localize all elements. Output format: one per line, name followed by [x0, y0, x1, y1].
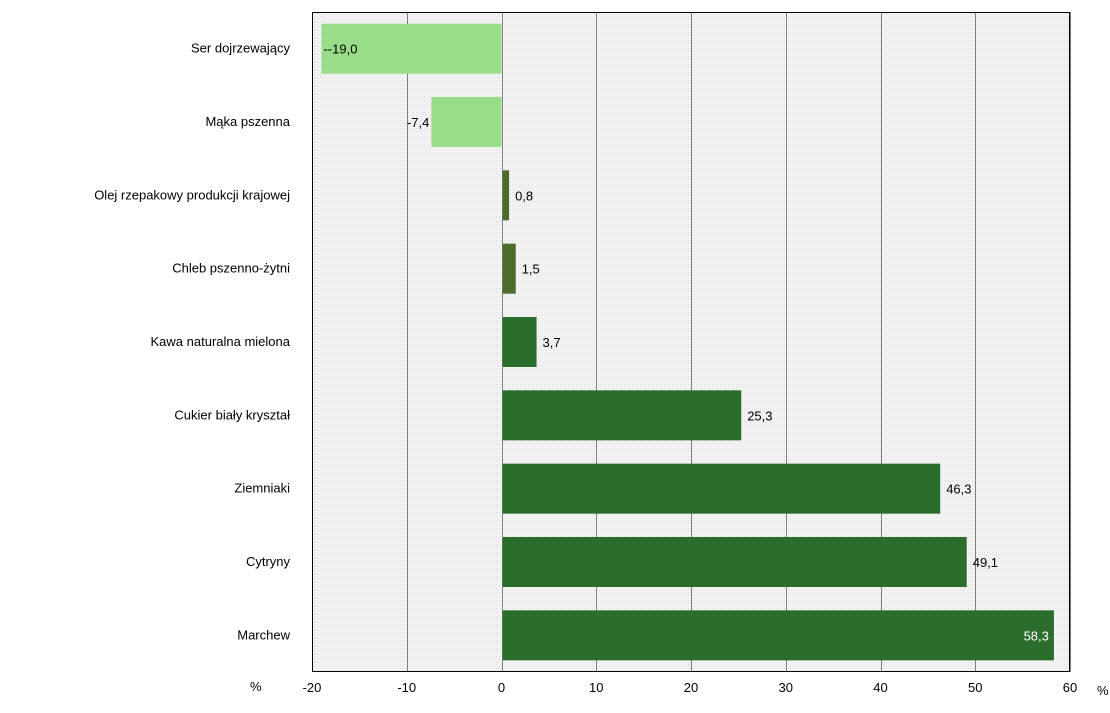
x-tick-label: 50: [968, 680, 982, 695]
category-label: Ser dojrzewający: [191, 41, 290, 56]
data-label: --19,0: [323, 42, 357, 57]
bars: [321, 23, 1054, 661]
bar: [502, 390, 742, 441]
plot-frame: [312, 12, 1070, 672]
x-tick-label: 20: [684, 680, 698, 695]
unit-label-left: %: [250, 679, 262, 694]
category-label: Chleb pszenno-żytni: [172, 261, 290, 276]
x-tick-label: -10: [397, 680, 416, 695]
data-label: 58,3: [1024, 628, 1049, 643]
x-tick-label: -20: [303, 680, 322, 695]
data-label: 0,8: [515, 188, 533, 203]
bar: [502, 170, 510, 221]
category-label: Olej rzepakowy produkcji krajowej: [94, 187, 290, 202]
x-tick-labels: -20 -10 0 10 20 30 40 50 60: [303, 680, 1078, 695]
data-label: -7,4: [407, 115, 429, 130]
bar: [502, 243, 516, 294]
x-tick-label: 0: [498, 680, 505, 695]
x-tick-label: 10: [589, 680, 603, 695]
category-label: Marchew: [237, 627, 290, 642]
category-labels: Ser dojrzewający Mąka pszenna Olej rzepako…: [94, 41, 291, 643]
category-label: Cytryny: [246, 554, 291, 569]
category-label: Kawa naturalna mielona: [151, 334, 291, 349]
x-tick-label: 60: [1063, 680, 1077, 695]
x-tick-label: 40: [873, 680, 887, 695]
x-axis-unit-label: %: [1097, 683, 1109, 698]
category-label: Ziemniaki: [234, 481, 290, 496]
data-label: 1,5: [522, 262, 540, 277]
bar: [502, 317, 537, 367]
data-label: 49,1: [973, 555, 998, 570]
bar: [321, 23, 502, 74]
category-label: Mąka pszenna: [205, 114, 290, 129]
bar: [502, 537, 967, 587]
bar: [502, 463, 941, 514]
bar: [431, 97, 502, 147]
data-label: 46,3: [946, 482, 971, 497]
x-tick-label: 30: [779, 680, 793, 695]
data-label: 3,7: [543, 335, 561, 350]
category-label: Cukier biały kryształ: [174, 407, 290, 422]
data-label: 25,3: [747, 408, 772, 423]
data-labels: --19,0 -7,4 0,8 1,5 3,7 25,3 46,3 49,1 58,3: [323, 42, 1048, 644]
bar: [502, 610, 1054, 661]
